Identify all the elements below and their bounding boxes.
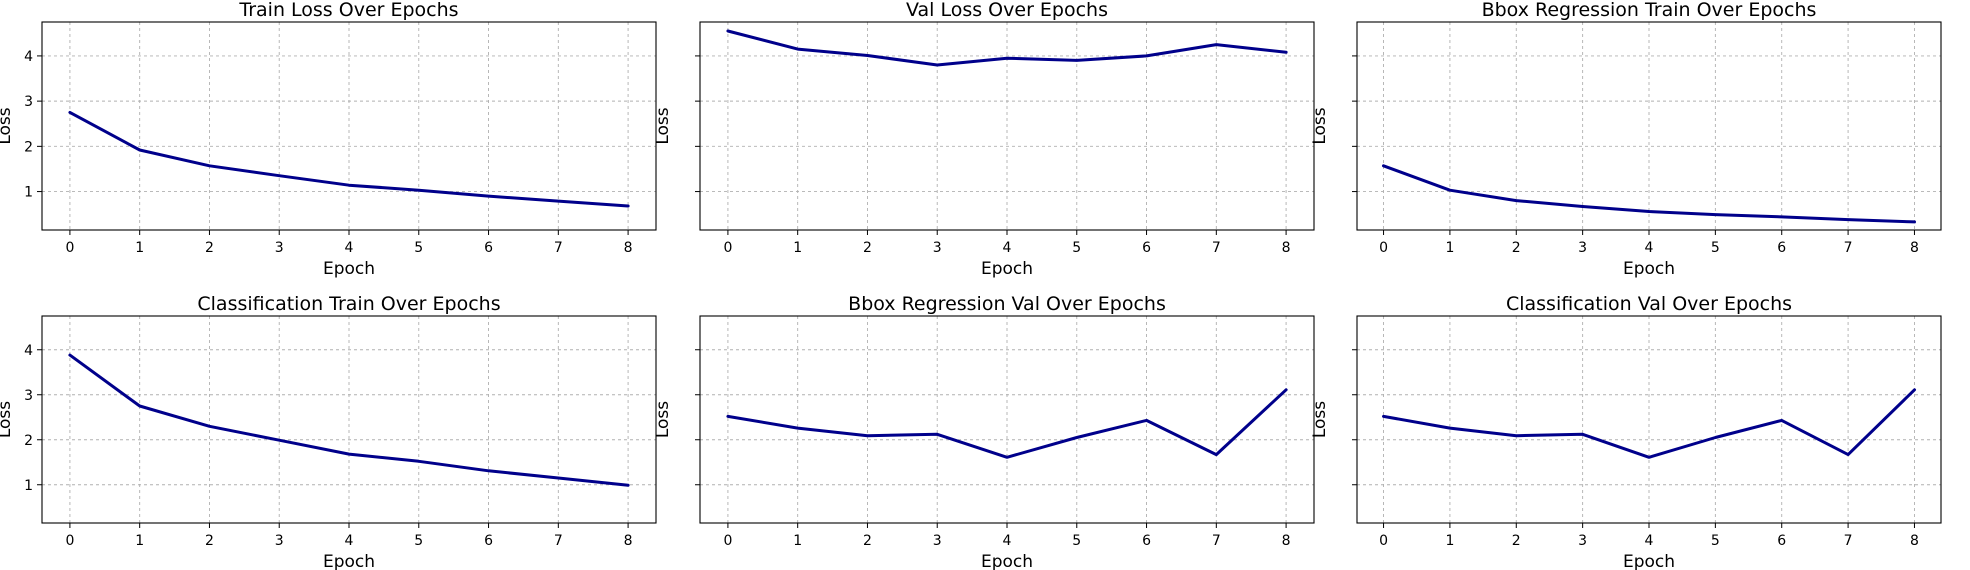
y-tick-label: 3	[24, 388, 33, 404]
x-tick-label: 6	[484, 240, 493, 256]
chart-title: Classification Train Over Epochs	[197, 293, 500, 315]
x-tick-label: 8	[1282, 240, 1291, 256]
y-tick-label: 2	[24, 139, 33, 155]
plot-frame	[41, 21, 657, 231]
plot-frame	[699, 315, 1315, 524]
chart-panel-6: 0 1 2 3 4 5 6 7 8 Classification Val Over Epochs E…	[1310, 293, 1942, 570]
x-tick-label: 1	[135, 533, 144, 549]
x-tick-label: 5	[1072, 240, 1081, 256]
plot-frame	[1356, 21, 1942, 231]
chart-panel-3: 0 1 2 3 4 5 6 7 8 Bbox Regression Train Over Epoc…	[1310, 0, 1942, 279]
x-axis-label: Epoch	[1623, 259, 1675, 279]
x-tick-label: 8	[624, 240, 633, 256]
x-tick-label: 4	[1003, 533, 1012, 549]
plot-frame	[1356, 315, 1942, 524]
x-tick-label: 2	[205, 533, 214, 549]
x-tick-label: 0	[723, 240, 732, 256]
y-tick-label: 4	[24, 49, 33, 65]
plot-frame	[41, 315, 657, 524]
plot-frame	[699, 21, 1315, 231]
y-tick-label: 1	[24, 185, 33, 201]
x-tick-label: 1	[1445, 533, 1454, 549]
x-axis-label: Epoch	[981, 259, 1033, 279]
x-tick-label: 6	[1142, 240, 1151, 256]
x-tick-label: 1	[793, 533, 802, 549]
x-tick-label: 4	[1003, 240, 1012, 256]
x-tick-label: 4	[1645, 533, 1654, 549]
y-tick-label: 1	[24, 478, 33, 494]
x-tick-label: 7	[1844, 240, 1853, 256]
x-tick-label: 6	[1142, 533, 1151, 549]
x-tick-label: 0	[1379, 240, 1388, 256]
x-tick-label: 3	[933, 240, 942, 256]
x-tick-label: 0	[1379, 533, 1388, 549]
x-tick-label: 4	[345, 240, 354, 256]
x-tick-label: 4	[345, 533, 354, 549]
x-tick-label: 3	[275, 240, 284, 256]
x-axis-label: Epoch	[323, 552, 375, 570]
y-axis-label: Loss	[1310, 401, 1330, 438]
y-axis-label: Loss	[653, 107, 673, 144]
series-line	[1382, 388, 1916, 459]
x-tick-label: 1	[1445, 240, 1454, 256]
x-tick-label: 6	[484, 533, 493, 549]
x-axis-label: Epoch	[1623, 552, 1675, 570]
y-axis-label: Loss	[0, 401, 15, 438]
x-axis-label: Epoch	[323, 259, 375, 279]
y-tick-label: 4	[24, 343, 33, 359]
x-tick-label: 7	[554, 533, 563, 549]
x-tick-label: 5	[1072, 533, 1081, 549]
x-tick-label: 6	[1777, 533, 1786, 549]
y-tick-label: 3	[24, 94, 33, 110]
chart-title: Val Loss Over Epochs	[906, 0, 1108, 21]
chart-title: Bbox Regression Val Over Epochs	[848, 293, 1166, 315]
x-tick-label: 2	[863, 533, 872, 549]
x-tick-label: 8	[624, 533, 633, 549]
x-tick-label: 2	[1512, 533, 1521, 549]
x-tick-label: 2	[863, 240, 872, 256]
x-axis-label: Epoch	[981, 552, 1033, 570]
x-tick-label: 3	[1578, 240, 1587, 256]
x-tick-label: 5	[1711, 533, 1720, 549]
x-tick-label: 7	[1212, 240, 1221, 256]
x-tick-label: 8	[1910, 240, 1919, 256]
chart-panel-4: 0 1 2 3 4 5 6 7 8 1 2 3 4 Classification Train Over E…	[0, 293, 657, 570]
chart-title: Classification Val Over Epochs	[1506, 293, 1792, 315]
x-tick-label: 7	[1212, 533, 1221, 549]
x-tick-label: 0	[65, 533, 74, 549]
y-tick-label: 2	[24, 433, 33, 449]
x-tick-label: 1	[793, 240, 802, 256]
x-tick-label: 3	[1578, 533, 1587, 549]
chart-panel-2: 0 1 2 3 4 5 6 7 8 Val Loss Over Epochs Epoch Loss	[653, 0, 1315, 279]
y-axis-label: Loss	[1310, 107, 1330, 144]
x-tick-label: 2	[1512, 240, 1521, 256]
chart-title: Bbox Regression Train Over Epochs	[1482, 0, 1817, 21]
x-tick-label: 6	[1777, 240, 1786, 256]
x-tick-label: 7	[554, 240, 563, 256]
x-tick-label: 4	[1645, 240, 1654, 256]
chart-panel-1: 0 1 2 3 4 5 6 7 8 1 2 3 4 Train Loss Over Epochs Epoch…	[0, 0, 657, 279]
x-tick-label: 2	[205, 240, 214, 256]
x-tick-label: 5	[414, 533, 423, 549]
x-tick-label: 0	[65, 240, 74, 256]
chart-title: Train Loss Over Epochs	[238, 0, 458, 21]
y-axis-label: Loss	[653, 401, 673, 438]
y-axis-label: Loss	[0, 107, 15, 144]
chart-panel-5: 0 1 2 3 4 5 6 7 8 Bbox Regression Val Over Epochs…	[653, 293, 1315, 570]
x-tick-label: 1	[135, 240, 144, 256]
x-tick-label: 5	[414, 240, 423, 256]
x-tick-label: 8	[1282, 533, 1291, 549]
x-tick-label: 3	[275, 533, 284, 549]
x-tick-label: 0	[723, 533, 732, 549]
x-tick-label: 3	[933, 533, 942, 549]
x-tick-label: 5	[1711, 240, 1720, 256]
x-tick-label: 7	[1844, 533, 1853, 549]
x-tick-label: 8	[1910, 533, 1919, 549]
series-line	[726, 388, 1288, 459]
